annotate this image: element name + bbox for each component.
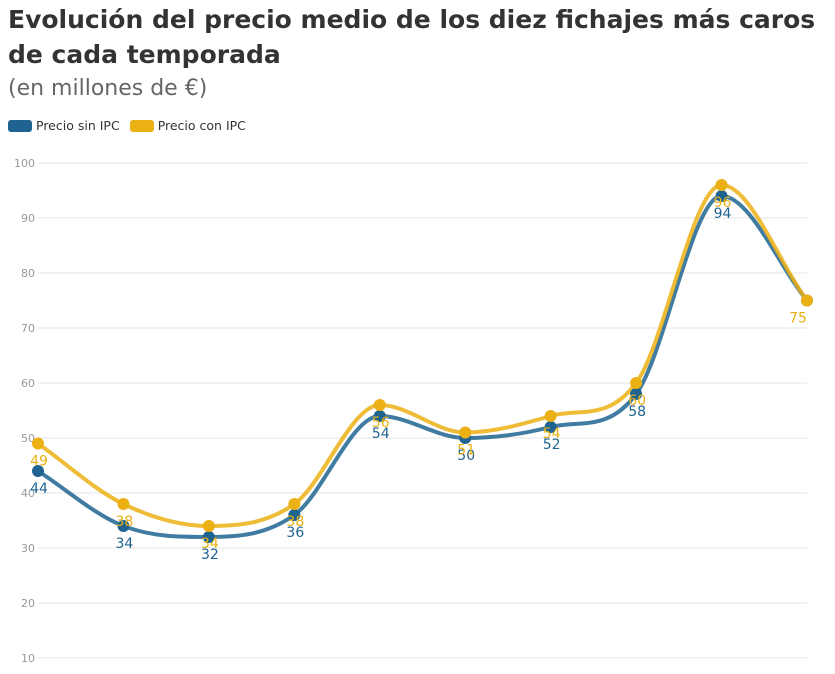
data-point-0-0[interactable] [32, 465, 44, 477]
legend-label-con-ipc: Precio con IPC [157, 118, 246, 133]
y-tick-label: 90 [21, 212, 35, 225]
data-label-0-6: 52 [543, 437, 561, 453]
y-tick-label: 20 [21, 597, 35, 610]
y-tick-label: 40 [21, 487, 35, 500]
legend-label-sin-ipc: Precio sin IPC [36, 118, 120, 133]
data-point-1-8[interactable] [715, 179, 728, 191]
data-label-1-8: 96 [714, 195, 732, 211]
data-label-0-8: 94 [714, 206, 732, 222]
data-label-1-1: 38 [116, 514, 134, 530]
legend: Precio sin IPC Precio con IPC [8, 118, 256, 133]
y-tick-label: 80 [21, 267, 35, 280]
y-tick-label: 30 [21, 542, 35, 555]
data-point-1-3[interactable] [288, 498, 301, 510]
data-label-0-3: 36 [286, 525, 304, 541]
data-label-0-7: 58 [628, 404, 646, 420]
data-label-1-6: 54 [543, 426, 561, 442]
data-point-0-8[interactable] [715, 190, 728, 202]
series-lines [36, 182, 809, 540]
data-label-0-0: 44 [30, 481, 48, 497]
data-label-0-1: 34 [116, 536, 134, 552]
data-point-0-3[interactable] [288, 509, 301, 521]
data-label-1-5: 51 [457, 443, 475, 459]
data-point-1-4[interactable] [373, 399, 386, 411]
data-point-0-7[interactable] [630, 388, 643, 400]
data-label-1-2: 34 [201, 536, 219, 552]
legend-swatch-sin-ipc [8, 119, 32, 132]
data-label-1-4: 56 [372, 415, 390, 431]
data-point-1-7[interactable] [630, 377, 643, 389]
data-label-1-7: 60 [628, 393, 646, 409]
series-points [32, 179, 813, 543]
y-axis: 10 20 30 40 50 60 70 80 90 100 [14, 157, 35, 665]
data-label-0-5: 50 [457, 448, 475, 464]
data-point-1-6[interactable] [544, 410, 557, 422]
data-label-1-3: 38 [286, 514, 304, 530]
series-line-0 [36, 193, 809, 540]
chart-title: Evolución del precio medio de los diez f… [8, 5, 816, 69]
data-point-0-6[interactable] [544, 421, 557, 433]
data-point-1-2[interactable] [202, 520, 215, 532]
y-tick-label: 50 [21, 432, 35, 445]
data-point-0-4[interactable] [373, 410, 386, 422]
data-point-0-1[interactable] [117, 520, 130, 532]
data-label-0-2: 32 [201, 547, 219, 563]
data-label-0-4: 54 [372, 426, 390, 442]
data-point-1-1[interactable] [117, 498, 130, 510]
y-tick-label: 100 [14, 157, 35, 170]
series-line-1 [36, 182, 809, 529]
chart-subtitle: (en millones de €) [8, 76, 208, 101]
legend-item-con-ipc[interactable]: Precio con IPC [129, 118, 246, 133]
legend-swatch-con-ipc [129, 119, 154, 132]
data-label-1-9: 75 [789, 311, 807, 327]
legend-item-sin-ipc[interactable]: Precio sin IPC [8, 118, 120, 133]
data-point-1-5[interactable] [459, 426, 472, 439]
data-label-1-0: 49 [30, 454, 48, 470]
y-tick-label: 60 [21, 377, 35, 390]
data-point-0-2[interactable] [202, 531, 215, 543]
data-point-1-9[interactable] [801, 294, 813, 307]
data-point-1-0[interactable] [32, 437, 44, 450]
y-tick-label: 10 [21, 652, 35, 665]
y-tick-label: 70 [21, 322, 35, 335]
grid-lines [38, 162, 807, 659]
